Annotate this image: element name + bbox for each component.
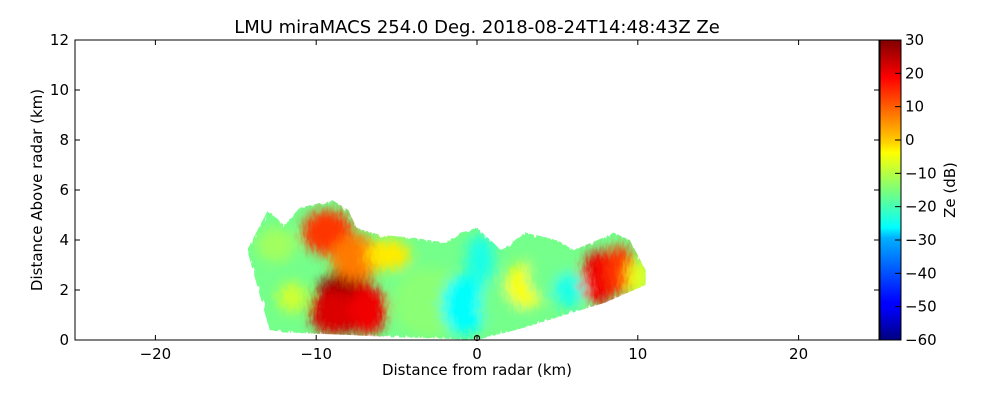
x-tick-label: −20: [140, 345, 172, 363]
y-axis: 0 2 4 6 8 10 12: [50, 31, 879, 349]
reflectivity-cell-1: [309, 290, 355, 335]
colorbar-tick-label: −20: [905, 198, 937, 216]
y-tick-label: 12: [50, 31, 69, 49]
reflectivity-cell-7: [277, 282, 307, 313]
y-tick-label: 4: [59, 231, 69, 249]
y-tick-label: 6: [59, 181, 69, 199]
reflectivity-cell-5: [366, 240, 412, 270]
colorbar-tick-label: −50: [905, 298, 937, 316]
chart-title: LMU miraMACS 254.0 Deg. 2018-08-24T14:48…: [234, 17, 720, 38]
x-tick-label: 10: [628, 345, 647, 363]
x-tick-label: 20: [789, 345, 808, 363]
colorbar-tick-label: −60: [905, 331, 937, 349]
y-axis-label: Distance Above radar (km): [28, 89, 46, 291]
x-axis: −20 −10 0 10 20: [140, 40, 808, 363]
colorbar-gradient: [879, 39, 902, 341]
reflectivity-cell-9: [441, 275, 487, 335]
colorbar-tick-label: 30: [905, 31, 924, 49]
y-tick-label: 0: [59, 331, 69, 349]
radar-echo: [247, 200, 646, 340]
y-tick-label: 8: [59, 131, 69, 149]
colorbar-ticks: −60 −50 −40 −30 −20 −10 0 10 20 30: [895, 31, 937, 349]
colorbar-tick-label: −40: [905, 264, 937, 282]
colorbar-tick-label: −30: [905, 231, 937, 249]
reflectivity-cell-2: [348, 285, 388, 335]
plot-area: [75, 40, 879, 340]
reflectivity-cell-10: [465, 235, 495, 285]
colorbar: −60 −50 −40 −30 −20 −10 0 10 20 30 Ze (dB): [879, 31, 959, 349]
reflectivity-cell-14: [552, 272, 585, 308]
y-tick-label: 2: [59, 281, 69, 299]
colorbar-tick-label: 10: [905, 98, 924, 116]
colorbar-tick-label: −10: [905, 164, 937, 182]
x-tick-label: 0: [472, 345, 482, 363]
reflectivity-cell-6: [256, 227, 296, 263]
colorbar-tick-label: 0: [905, 131, 915, 149]
x-tick-label: −10: [300, 345, 332, 363]
colorbar-label: Ze (dB): [941, 162, 959, 218]
y-tick-label: 10: [50, 81, 69, 99]
reflectivity-cell-4: [330, 235, 383, 280]
radar-location-marker: [473, 334, 481, 342]
x-axis-label: Distance from radar (km): [382, 361, 572, 379]
colorbar-tick-label: 20: [905, 64, 924, 82]
